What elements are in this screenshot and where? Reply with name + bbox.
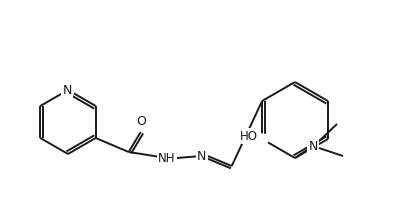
Text: O: O [136, 115, 146, 128]
Text: NH: NH [158, 153, 175, 166]
Text: N: N [309, 139, 318, 153]
Text: N: N [62, 84, 72, 98]
Text: N: N [197, 149, 206, 163]
Text: HO: HO [240, 130, 258, 143]
